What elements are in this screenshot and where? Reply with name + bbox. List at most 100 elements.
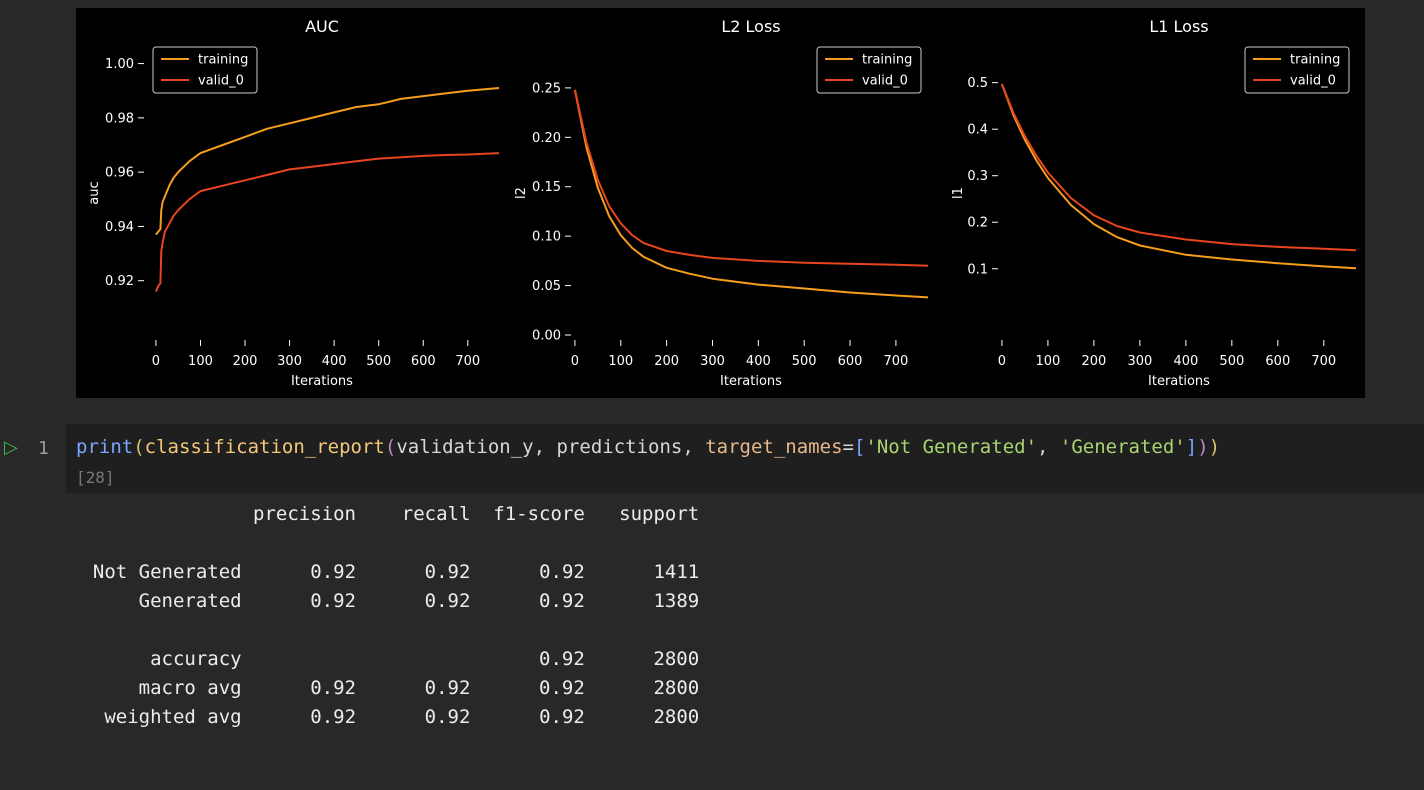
y-tick-label: 1.00 [105,57,134,72]
y-tick-label: 0.2 [967,216,988,231]
y-tick-label: 0.15 [532,180,561,195]
x-tick-label: 500 [366,354,391,369]
chart-title: L1 Loss [1149,17,1208,36]
x-tick-label: 600 [1265,354,1290,369]
x-tick-label: 200 [1081,354,1106,369]
report-cell-recall: 0.92 [424,561,471,583]
report-cell-support: 1389 [653,590,700,612]
report-row-label: weighted avg [104,706,242,728]
report-cell-f1: 0.92 [539,648,585,670]
report-cell-f1: 0.92 [539,706,585,728]
report-header-support: support [619,503,700,525]
code-token: predictions [556,436,683,458]
report-cell-precision: 0.92 [310,561,357,583]
x-tick-label: 300 [1127,354,1152,369]
y-tick-label: 0.25 [532,81,561,96]
y-axis-label: auc [87,181,102,204]
chart-title: L2 Loss [721,17,780,36]
code-token: ( [133,436,145,458]
x-tick-label: 100 [1035,354,1060,369]
code-token: print [76,436,134,458]
x-tick-label: 400 [322,354,347,369]
y-axis-label: l1 [951,187,966,199]
x-tick-label: 400 [1173,354,1198,369]
y-tick-label: 0.98 [105,111,134,126]
report-cell-support: 2800 [653,706,700,728]
run-cell-button[interactable]: ▷ [4,437,18,458]
report-row-label: accuracy [150,648,242,670]
report-cell-f1: 0.92 [539,677,585,699]
report-header-recall: recall [401,503,471,525]
code-token: , [1037,436,1060,458]
y-tick-label: 0.05 [532,279,561,294]
y-tick-label: 0.20 [532,131,561,146]
code-line[interactable]: print(classification_report(validation_y… [76,436,1220,458]
x-tick-label: 200 [654,354,679,369]
code-token: , [533,436,557,458]
legend-label: training [862,53,912,68]
series-line-valid_0 [1000,83,1357,252]
chart-title: AUC [305,17,339,36]
series-line-training [155,87,500,236]
y-tick-label: 0.1 [967,262,988,277]
x-tick-label: 0 [998,354,1006,369]
y-axis-label: l2 [514,187,529,199]
report-row-label: Generated [138,590,242,612]
report-cell-f1: 0.92 [539,590,585,612]
code-token: , [682,436,706,458]
code-cell[interactable]: ▷ 1 print(classification_report(validati… [0,424,1424,493]
report-cell-support: 2800 [653,677,700,699]
x-tick-label: 700 [455,354,480,369]
report-cell-precision: 0.92 [310,590,356,612]
report-cell-support: 1411 [653,561,700,583]
report-cell-precision: 0.92 [310,677,356,699]
training-metrics-figure: AUC 0 100 200 300 400 500 600 700 Iterations 0.92 0… [76,8,1365,398]
x-axis-label: Iterations [720,374,782,389]
x-tick-label: 600 [411,354,436,369]
code-token: ] [1185,436,1198,458]
x-tick-label: 500 [792,354,817,369]
report-cell-precision: 0.92 [310,706,357,728]
legend-label: valid_0 [862,74,908,89]
code-token: 'Generated' [1059,436,1186,458]
code-token: target_names [705,436,843,458]
code-token: validation_y [396,436,534,458]
y-tick-label: 0.5 [967,76,988,91]
y-tick-label: 0.3 [967,169,988,184]
x-tick-label: 600 [838,354,863,369]
y-tick-label: 0.00 [532,329,561,344]
x-tick-label: 200 [233,354,258,369]
report-cell-recall: 0.92 [424,677,471,699]
x-tick-label: 700 [1311,354,1336,369]
code-editor[interactable]: print(classification_report(validation_y… [66,424,1424,493]
x-axis-label: Iterations [291,374,353,389]
code-token: = [842,436,854,458]
x-tick-label: 0 [152,354,160,369]
code-token: classification_report [144,436,385,458]
x-tick-label: 100 [188,354,213,369]
y-tick-label: 0.94 [105,220,134,235]
report-cell-support: 2800 [653,648,700,670]
report-row-label: macro avg [138,677,242,699]
x-tick-label: 300 [700,354,725,369]
execution-count: [28] [76,468,115,487]
report-row-label: Not Generated [92,561,242,583]
x-tick-label: 400 [746,354,771,369]
code-token: 'Not Generated' [865,436,1038,458]
legend-label: training [198,53,248,68]
x-tick-label: 700 [883,354,908,369]
report-header-precision: precision [253,503,356,525]
legend-label: valid_0 [198,74,244,89]
code-token: ( [384,436,397,458]
y-tick-label: 0.96 [105,166,134,181]
code-token: ) [1208,436,1221,458]
report-cell-recall: 0.92 [424,590,471,612]
legend-label: training [1290,53,1340,68]
code-token: [ [853,436,866,458]
classification-report-output: precision recall f1-score support Not Ge… [70,500,699,732]
report-cell-recall: 0.92 [424,706,471,728]
report-cell-f1: 0.92 [539,561,585,583]
legend-label: valid_0 [1290,74,1336,89]
code-token: ) [1197,436,1209,458]
x-axis-label: Iterations [1148,374,1210,389]
